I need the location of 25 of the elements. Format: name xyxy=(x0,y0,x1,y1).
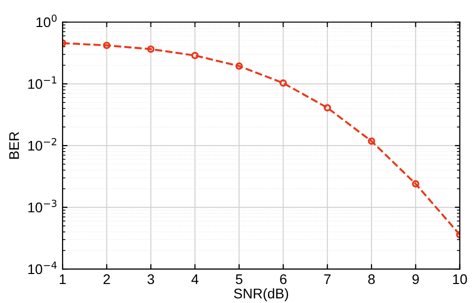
x-tick-label: 2 xyxy=(104,274,110,284)
x-tick-label: 6 xyxy=(280,274,286,284)
point xyxy=(103,42,110,50)
x-tick-label: 4 xyxy=(191,274,198,284)
point xyxy=(324,104,332,112)
y-tick-label: 10$^{0}$ xyxy=(36,14,57,28)
x-tick-label: 3 xyxy=(148,274,154,284)
y-tick-label: 10$^{−2}$ xyxy=(28,138,56,151)
point xyxy=(412,180,420,188)
x-tick-label: 9 xyxy=(412,274,419,284)
point xyxy=(368,137,376,145)
x-tick-label: 7 xyxy=(324,274,331,284)
x-tick-label: 8 xyxy=(368,274,375,284)
point xyxy=(280,79,287,87)
x-tick-label: 5 xyxy=(236,274,242,284)
point xyxy=(191,52,199,60)
point xyxy=(147,45,155,53)
y-axis-title: BER xyxy=(9,132,19,159)
y-tick-label: 10$^{−3}$ xyxy=(28,200,56,212)
x-axis-title: SNR(dB) xyxy=(234,288,288,302)
x-tick-label: 10 xyxy=(453,274,467,284)
y-tick-label: 10$^{−4}$ xyxy=(28,262,57,274)
x-tick-label: 1 xyxy=(60,274,66,284)
y-tick-label: 10$^{−1}$ xyxy=(28,76,56,89)
point xyxy=(235,62,243,70)
